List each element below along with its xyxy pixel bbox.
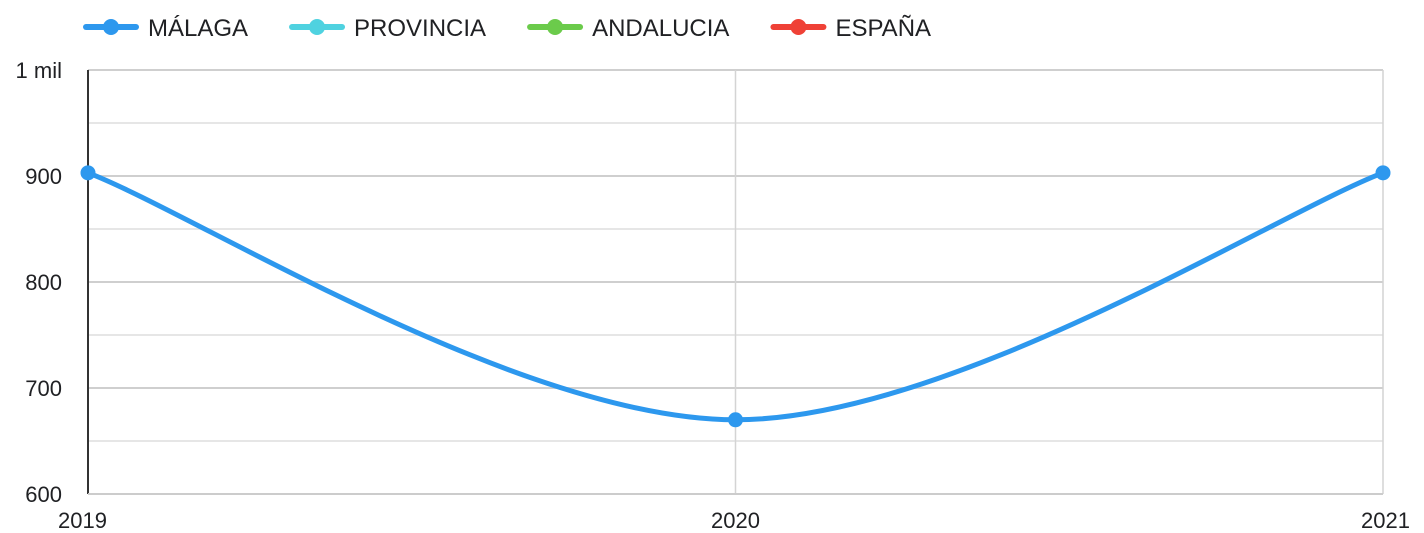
x-tick-label: 2021 — [1361, 508, 1410, 533]
x-axis-labels: 2019 2020 2021 — [58, 508, 1410, 533]
legend-item[interactable]: PROVINCIA — [289, 15, 486, 42]
data-point[interactable] — [80, 165, 96, 181]
legend-swatch-marker — [790, 19, 807, 35]
x-tick-label: 2019 — [58, 508, 107, 533]
legend-item[interactable]: ESPAÑA — [770, 15, 931, 42]
legend: MÁLAGA PROVINCIA ANDALUCIA ESPAÑA — [83, 15, 931, 42]
axes — [87, 70, 1383, 495]
y-axis-labels: 600 700 800 900 1 mil — [16, 58, 62, 507]
y-tick-label: 900 — [25, 164, 62, 189]
legend-swatch-marker — [547, 19, 564, 35]
legend-label: MÁLAGA — [148, 15, 248, 42]
legend-swatch-marker — [309, 19, 326, 35]
y-tick-label: 600 — [25, 482, 62, 507]
legend-label: ESPAÑA — [835, 15, 931, 42]
legend-swatch-marker — [103, 19, 119, 35]
y-tick-label: 1 mil — [16, 58, 62, 83]
grid — [88, 69, 1384, 494]
y-tick-label: 700 — [25, 376, 62, 401]
x-tick-label: 2020 — [711, 508, 760, 533]
series-group — [80, 165, 1391, 428]
data-point[interactable] — [1375, 165, 1391, 181]
legend-label: ANDALUCIA — [592, 15, 729, 42]
data-point[interactable] — [728, 412, 743, 428]
legend-label: PROVINCIA — [354, 15, 486, 42]
legend-item[interactable]: MÁLAGA — [83, 15, 248, 42]
legend-item[interactable]: ANDALUCIA — [527, 15, 729, 42]
y-tick-label: 800 — [25, 270, 62, 295]
